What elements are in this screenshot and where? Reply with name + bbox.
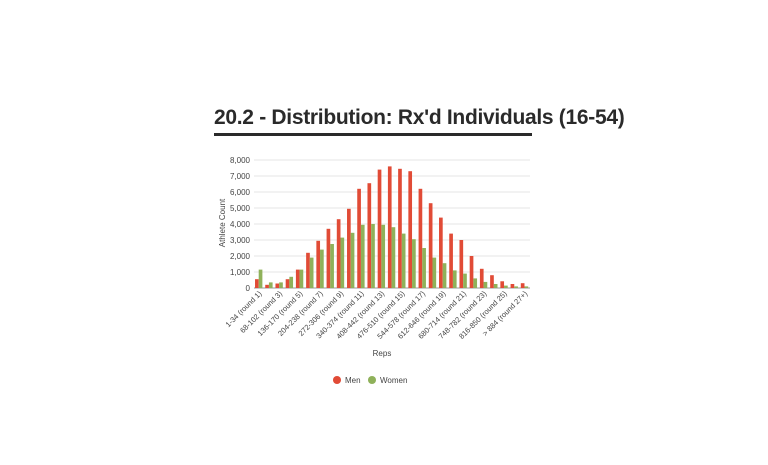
y-tick-label: 4,000 (230, 220, 251, 229)
chart-title: 20.2 - Distribution: Rx'd Individuals (1… (214, 106, 625, 129)
y-tick-label: 8,000 (230, 156, 251, 165)
bar-women (493, 284, 498, 288)
bar-men (347, 208, 351, 288)
bar-men (520, 283, 525, 288)
bar-women (309, 257, 314, 288)
y-tick-label: 2,000 (230, 252, 251, 261)
bar-women (320, 249, 324, 288)
bar-women (432, 257, 437, 288)
bar-women (299, 269, 304, 288)
x-axis-label: Reps (373, 349, 392, 358)
bar-men (367, 183, 372, 288)
y-axis-ticks: 0 1,000 2,000 3,000 4,000 5,000 6,000 7,000 8,00… (230, 156, 251, 293)
bar-men (285, 279, 290, 288)
bar-men (510, 284, 515, 288)
bar-men (316, 240, 321, 288)
bar-women (289, 276, 294, 288)
bar-men (500, 281, 505, 288)
x-axis-ticks: 1-34 (round 1)68-102 (round 3)136-170 (r… (224, 289, 530, 341)
bar-men (265, 284, 269, 288)
bar-men (469, 256, 474, 288)
bar-women (463, 273, 467, 288)
bar-men (449, 233, 453, 288)
bar-women (371, 224, 375, 288)
bar-women (524, 286, 529, 288)
y-axis-label: Athlete Count (218, 198, 227, 247)
legend-label-women[interactable]: Women (380, 376, 407, 385)
legend: Men Women (333, 376, 407, 385)
bar-men (306, 252, 310, 288)
bar-women (258, 269, 263, 288)
legend-label-men[interactable]: Men (345, 376, 361, 385)
bar-women (473, 278, 478, 288)
bar-women (279, 282, 283, 288)
bar-women (391, 227, 396, 288)
bar-men (275, 283, 280, 288)
y-tick-label: 6,000 (230, 188, 251, 197)
bar-women (442, 263, 447, 288)
y-tick-label: 7,000 (230, 172, 251, 181)
bar-women (452, 270, 457, 288)
bar-men (439, 217, 443, 288)
bars (255, 166, 529, 288)
legend-swatch-women[interactable] (368, 376, 376, 384)
bar-women (360, 224, 365, 288)
bar-women (422, 248, 426, 288)
bar-men (398, 168, 402, 288)
bar-men (357, 188, 361, 288)
bar-men (295, 269, 300, 288)
y-tick-label: 5,000 (230, 204, 251, 213)
bar-men (459, 240, 464, 288)
bar-men (418, 188, 423, 288)
bar-men (479, 268, 484, 288)
bar-women (514, 286, 518, 288)
bar-women (412, 239, 416, 288)
bar-women (483, 281, 488, 288)
bar-men (387, 166, 392, 288)
bar-women (340, 237, 345, 288)
legend-swatch-men[interactable] (333, 376, 341, 384)
bar-men (408, 171, 413, 288)
bar-women (401, 233, 406, 288)
bar-men (377, 169, 382, 288)
y-tick-label: 0 (246, 284, 251, 293)
bar-men (490, 275, 494, 288)
bar-men (336, 219, 341, 288)
bar-women (504, 285, 508, 288)
bar-women (350, 232, 355, 288)
bar-men (326, 228, 331, 288)
y-tick-label: 1,000 (230, 268, 251, 277)
y-tick-label: 3,000 (230, 236, 251, 245)
title-underline (214, 133, 532, 136)
bar-men (428, 203, 433, 288)
bar-women (381, 224, 386, 288)
bar-women (268, 282, 273, 288)
bar-women (330, 244, 334, 288)
bar-men (255, 279, 259, 288)
